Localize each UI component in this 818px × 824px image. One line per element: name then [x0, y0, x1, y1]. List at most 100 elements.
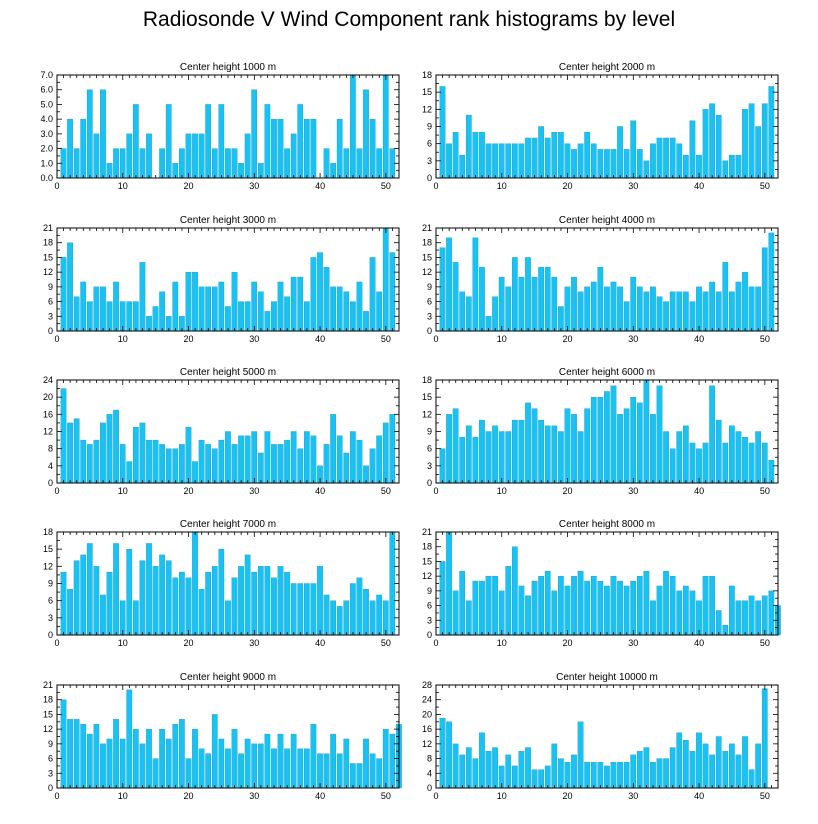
y-tick-label: 15: [43, 544, 53, 554]
histogram-bar: [768, 459, 775, 484]
histogram-bar: [531, 137, 538, 179]
histogram-bar: [702, 743, 709, 789]
histogram-bar: [617, 580, 623, 636]
x-tick-label: 30: [249, 791, 259, 801]
histogram-bar: [446, 414, 452, 484]
histogram-bar: [119, 738, 126, 789]
x-tick-label: 50: [381, 486, 391, 496]
histogram-bar: [709, 281, 715, 332]
x-tick-label: 10: [497, 181, 507, 191]
histogram-bar: [650, 600, 656, 636]
histogram-bar: [479, 732, 485, 789]
histogram-bar: [231, 148, 238, 179]
histogram-bar: [106, 738, 113, 789]
x-tick-label: 30: [628, 791, 638, 801]
histogram-bar: [459, 754, 466, 789]
x-tick-label: 20: [184, 334, 194, 344]
histogram-bar: [439, 717, 446, 789]
histogram-bar: [715, 114, 722, 179]
y-tick-label: 6: [427, 444, 432, 454]
histogram-bar: [336, 435, 343, 484]
x-tick-label: 50: [760, 791, 770, 801]
histogram-bar: [623, 301, 630, 332]
histogram-bar: [159, 291, 165, 332]
histogram-bar: [257, 452, 264, 484]
y-tick-label: 0: [48, 783, 53, 793]
histogram-bar: [271, 577, 277, 636]
histogram-bar: [165, 738, 172, 789]
histogram-bar: [709, 575, 715, 636]
histogram-bar: [343, 738, 350, 789]
histogram-bar: [682, 425, 689, 484]
histogram-bar: [768, 86, 775, 179]
y-tick-label: 0: [48, 478, 53, 488]
histogram-bar: [277, 281, 284, 332]
histogram-bar: [303, 748, 310, 789]
x-tick-label: 10: [497, 791, 507, 801]
histogram-bar: [211, 714, 218, 789]
histogram-bar: [742, 600, 748, 636]
histogram-bar: [676, 590, 683, 636]
histogram-bar: [452, 262, 459, 332]
histogram-bar: [231, 444, 238, 484]
histogram-bar: [544, 267, 551, 332]
histogram-bar: [356, 439, 363, 484]
histogram-bar: [636, 286, 643, 332]
histogram-bar: [198, 748, 205, 789]
histogram-bar: [623, 149, 630, 179]
histogram-bar: [505, 566, 512, 636]
histogram-bar: [330, 733, 336, 789]
histogram-bar: [446, 143, 452, 179]
histogram-bar: [597, 762, 604, 789]
histogram-bar: [722, 751, 729, 789]
histogram-bar: [330, 600, 336, 636]
y-tick-label: 9: [427, 122, 432, 132]
histogram-bar: [571, 414, 577, 484]
histogram-bar: [630, 397, 637, 484]
histogram-bar: [159, 444, 165, 484]
histogram-bar: [363, 589, 369, 636]
histogram-bar: [297, 448, 304, 484]
histogram-bar: [323, 267, 330, 332]
histogram-bar: [584, 762, 591, 789]
histogram-bar: [218, 549, 225, 636]
histogram-bar: [610, 575, 617, 636]
histogram-bar: [113, 719, 119, 789]
y-tick-label: 12: [422, 104, 432, 114]
y-tick-label: 24: [422, 695, 432, 705]
panel-title: Center height 5000 m: [180, 367, 276, 378]
histogram-bar: [192, 461, 198, 484]
histogram-bar: [218, 104, 225, 179]
y-tick-label: 18: [43, 527, 53, 537]
histogram-bar: [369, 257, 376, 332]
y-tick-label: 3: [48, 613, 53, 623]
histogram-bar: [60, 388, 67, 484]
histogram-bar: [577, 291, 584, 332]
x-tick-label: 40: [315, 638, 325, 648]
histogram-bar: [669, 137, 676, 179]
y-tick-label: 0: [427, 630, 432, 640]
histogram-bar: [617, 126, 623, 179]
histogram-bar: [376, 148, 383, 179]
x-tick-label: 50: [381, 791, 391, 801]
histogram-bar: [604, 149, 610, 179]
x-tick-label: 0: [54, 181, 59, 191]
histogram-bar: [67, 589, 73, 636]
histogram-bar: [761, 688, 768, 789]
histogram-bar: [577, 143, 584, 179]
histogram-bar: [571, 575, 577, 636]
x-tick-label: 20: [184, 181, 194, 191]
histogram-bar: [498, 431, 505, 484]
histogram-bar: [284, 748, 290, 789]
histogram-bar: [100, 422, 106, 484]
x-tick-label: 0: [433, 181, 438, 191]
histogram-bar: [479, 267, 485, 332]
x-tick-label: 40: [694, 486, 704, 496]
histogram-bar: [67, 118, 73, 179]
histogram-bar: [106, 414, 113, 484]
y-tick-label: 20: [422, 709, 432, 719]
histogram-bar: [369, 753, 376, 789]
histogram-bar: [80, 118, 87, 179]
x-tick-label: 40: [694, 334, 704, 344]
histogram-bar: [185, 133, 192, 179]
